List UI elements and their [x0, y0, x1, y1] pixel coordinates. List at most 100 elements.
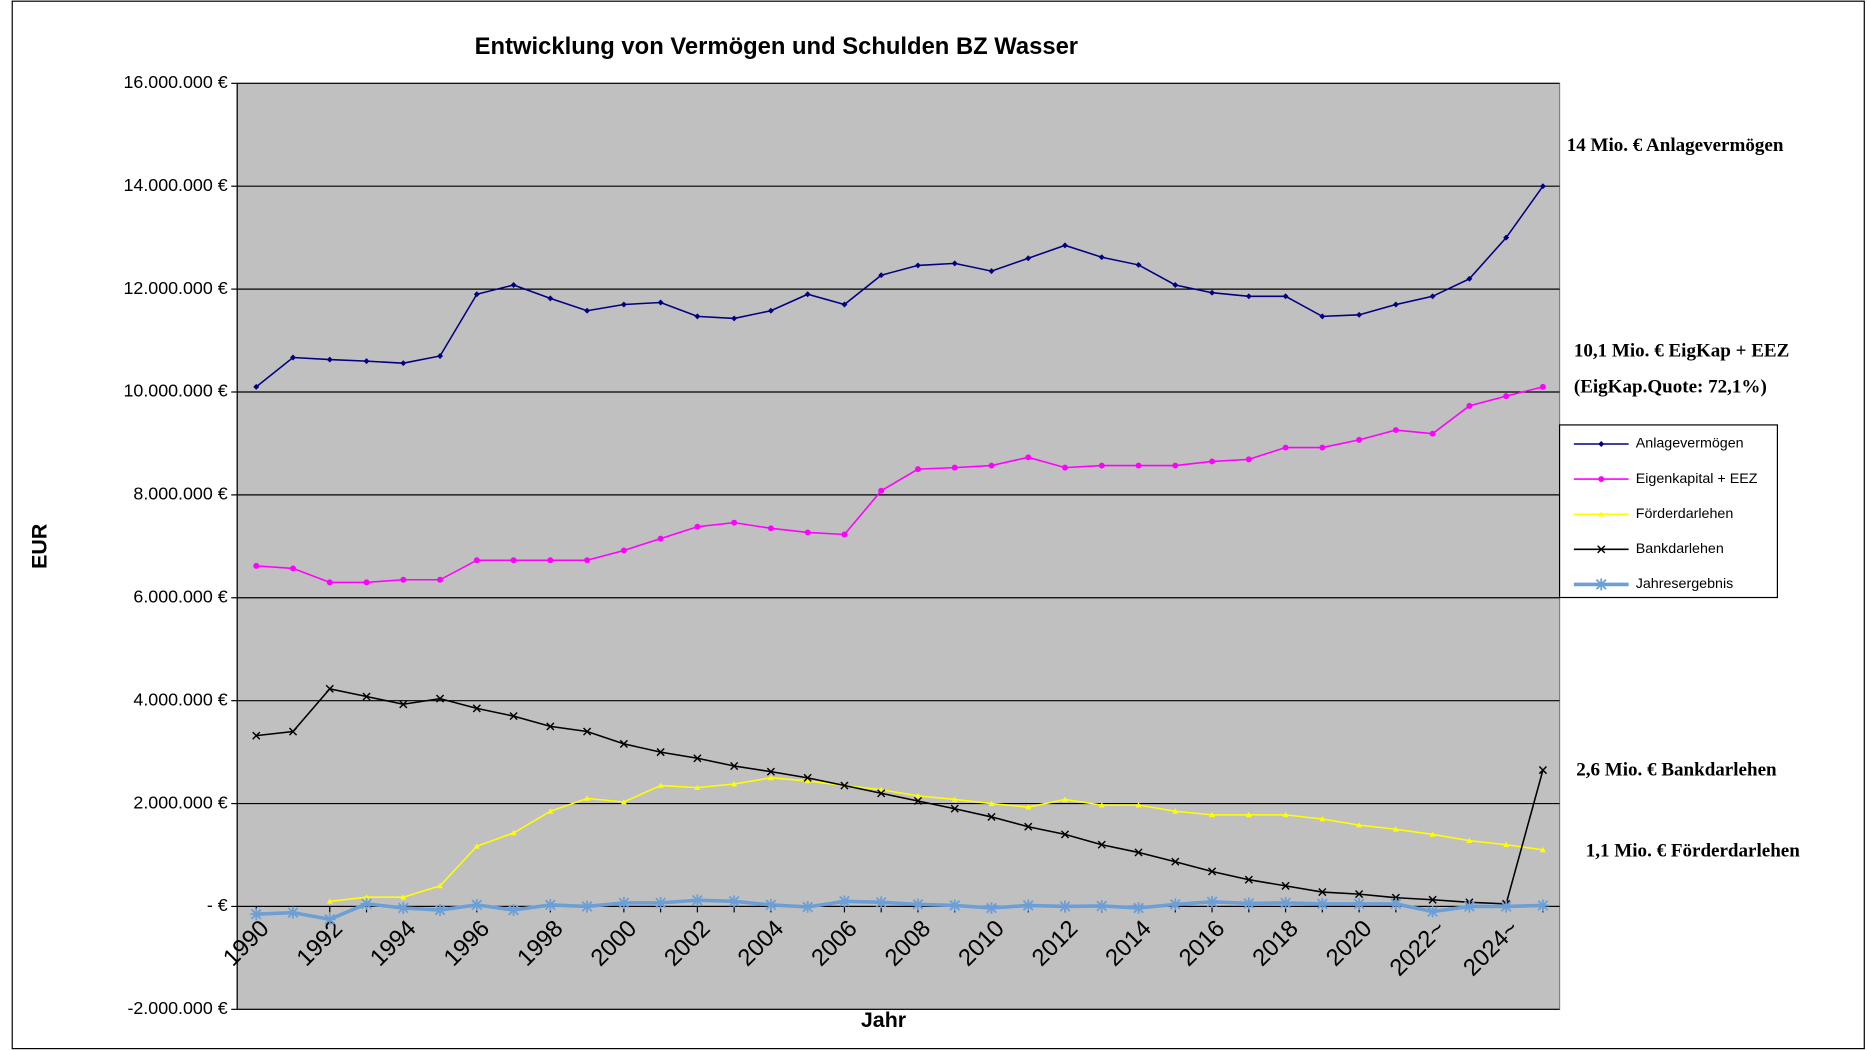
marker — [1356, 311, 1363, 318]
marker — [694, 523, 701, 530]
marker — [1316, 897, 1329, 910]
marker — [801, 901, 814, 913]
marker — [473, 843, 480, 849]
marker — [951, 796, 958, 802]
marker — [985, 902, 998, 914]
marker — [362, 692, 371, 701]
marker — [1319, 444, 1326, 451]
legend-marker — [1598, 511, 1605, 517]
marker — [1024, 822, 1033, 831]
marker — [1172, 462, 1179, 469]
y-tick-label: 16.000.000 € — [123, 72, 227, 92]
chart-title: Entwicklung von Vermögen und Schulden BZ… — [475, 33, 1078, 60]
marker — [764, 898, 777, 911]
marker — [584, 307, 591, 314]
marker — [1500, 900, 1513, 913]
marker — [400, 576, 407, 583]
marker — [1134, 848, 1143, 857]
annotation: 1,1 Mio. € Förderdarlehen — [1586, 841, 1800, 862]
marker — [988, 800, 995, 806]
marker — [617, 896, 630, 909]
series-line — [329, 777, 1544, 903]
marker — [1392, 301, 1399, 308]
marker — [1242, 897, 1255, 910]
marker — [547, 557, 554, 564]
marker — [804, 291, 811, 298]
marker — [326, 898, 333, 904]
marker — [1429, 430, 1436, 437]
marker — [1060, 830, 1070, 839]
marker — [1392, 427, 1399, 434]
marker — [1503, 393, 1510, 400]
marker — [948, 899, 961, 912]
marker — [546, 722, 555, 731]
legend-label: Bankdarlehen — [1636, 541, 1724, 557]
marker — [619, 739, 628, 748]
marker — [657, 535, 664, 542]
marker — [363, 579, 370, 586]
marker — [912, 898, 924, 911]
marker — [437, 353, 444, 359]
marker — [288, 727, 298, 736]
marker — [1356, 822, 1363, 828]
marker — [509, 712, 518, 721]
marker — [803, 773, 812, 782]
marker — [691, 894, 704, 907]
marker — [1097, 840, 1106, 849]
marker — [434, 904, 447, 917]
marker — [1539, 383, 1546, 390]
marker — [399, 700, 408, 709]
marker — [878, 272, 885, 279]
marker — [1132, 902, 1145, 914]
legend-marker — [1598, 440, 1605, 447]
marker — [470, 898, 483, 911]
marker — [730, 761, 739, 771]
marker — [1318, 887, 1327, 897]
marker — [584, 795, 591, 801]
marker — [1282, 444, 1289, 451]
y-tick-label: -2.000.000 € — [127, 998, 227, 1018]
marker — [1172, 808, 1179, 814]
marker — [1135, 462, 1142, 469]
marker — [877, 789, 886, 798]
marker — [1062, 796, 1068, 802]
marker — [1281, 881, 1290, 890]
marker — [875, 896, 888, 909]
marker — [1391, 893, 1400, 902]
marker — [1429, 831, 1436, 837]
marker — [437, 576, 444, 583]
marker — [363, 358, 370, 365]
marker — [400, 894, 407, 900]
marker — [766, 767, 775, 776]
marker — [767, 525, 774, 532]
marker — [1207, 867, 1217, 876]
marker — [1466, 402, 1473, 409]
legend — [1558, 424, 1778, 599]
marker — [767, 774, 774, 781]
marker — [290, 565, 296, 572]
legend-label: Förderdarlehen — [1636, 506, 1734, 522]
marker — [510, 829, 517, 836]
marker — [250, 908, 263, 921]
marker — [838, 895, 851, 908]
marker — [326, 356, 333, 363]
marker — [547, 808, 554, 814]
y-tick-label: 4.000.000 € — [133, 689, 227, 709]
x-axis-label: Jahr — [861, 1008, 906, 1032]
marker — [1426, 905, 1439, 918]
annotation: (EigKap.Quote: 72,1%) — [1574, 376, 1767, 397]
marker — [1095, 899, 1108, 912]
marker — [1389, 897, 1402, 910]
legend-label: Eigenkapital + EEZ — [1636, 471, 1758, 487]
marker — [253, 562, 260, 569]
y-tick-label: - € — [207, 895, 228, 915]
marker — [1135, 802, 1142, 808]
marker — [1279, 896, 1292, 909]
marker — [1098, 462, 1105, 469]
marker — [951, 464, 958, 471]
marker — [657, 299, 664, 306]
marker — [620, 301, 627, 308]
marker — [584, 557, 591, 564]
marker — [323, 913, 336, 926]
marker — [435, 694, 445, 703]
